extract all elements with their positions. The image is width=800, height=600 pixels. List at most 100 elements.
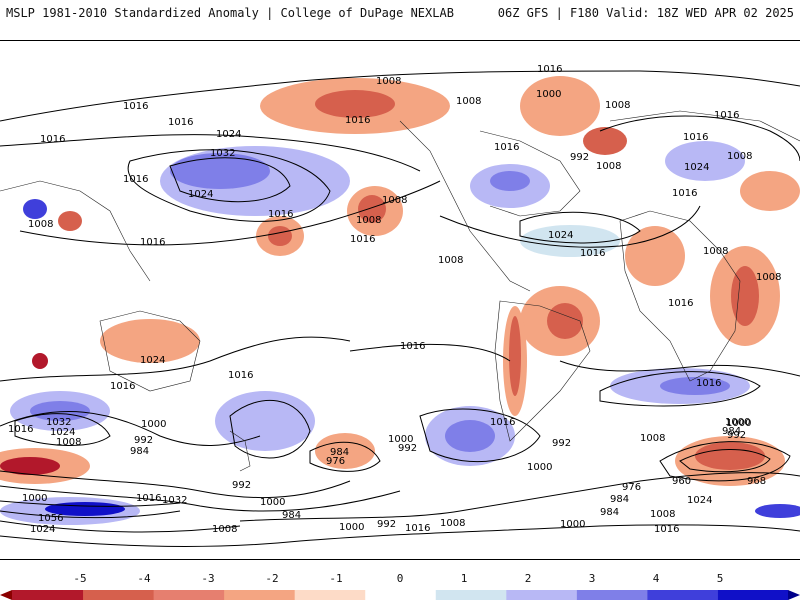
isobar-label: 1016 [228, 370, 253, 381]
isobar-label: 1032 [210, 148, 235, 159]
colorbar-tick-label: -4 [137, 572, 151, 585]
isobar-label: 1000 [726, 418, 751, 429]
colorbar-tick-labels: -5 -4 -3 -2 -1 0 1 2 3 4 5 [0, 572, 800, 588]
isobar-label: 976 [326, 456, 345, 467]
isobar-label: 1024 [188, 189, 213, 200]
colorbar-tick-label: 5 [716, 572, 724, 585]
colorbar [0, 590, 800, 600]
isobar-label: 1016 [490, 417, 515, 428]
isobar-label: 968 [747, 476, 766, 487]
isobar-label: 1000 [141, 419, 166, 430]
isobar-label: 1016 [140, 237, 165, 248]
isobar-labels: 1016 1008 1016 1016 1016 1024 1032 1024 … [8, 64, 781, 535]
isobar-label: 1016 [683, 132, 708, 143]
isobar-label: 1016 [494, 142, 519, 153]
coastlines [0, 110, 800, 472]
isobar-label: 1008 [356, 215, 381, 226]
isobar-label: 1008 [56, 437, 81, 448]
isobar-label: 1008 [212, 524, 237, 535]
title-left: MSLP 1981-2010 Standardized Anomaly | Co… [6, 6, 454, 20]
colorbar-tick-label: 4 [652, 572, 660, 585]
isobar-label: 984 [330, 447, 349, 458]
isobar-label: 976 [622, 482, 641, 493]
isobar-label: 1024 [216, 129, 241, 140]
isobar-label: 1000 [560, 519, 585, 530]
colorbar-segment [717, 590, 789, 600]
anomaly-shading [0, 76, 800, 525]
isobar-contours [0, 70, 800, 547]
isobar-label: 960 [672, 476, 691, 487]
isobar-label: 1024 [50, 427, 75, 438]
isobar-label: 1016 [168, 117, 193, 128]
isobar-label: 1016 [345, 115, 370, 126]
isobar-label: 1016 [405, 523, 430, 534]
isobar-label: 984 [610, 494, 629, 505]
isobar-label: 1016 [537, 64, 562, 75]
isobar-label: 1008 [703, 246, 728, 257]
isobar-label: 1008 [440, 518, 465, 529]
isobar-label: 1024 [548, 230, 573, 241]
isobar-label: 1008 [596, 161, 621, 172]
isobar-label: 984 [282, 510, 301, 521]
isobar-label: 992 [570, 152, 589, 163]
isobar-label: 1008 [382, 195, 407, 206]
isobar-label: 992 [377, 519, 396, 530]
isobar-label: 1016 [40, 134, 65, 145]
isobar-label: 992 [232, 480, 251, 491]
isobar-label: 1016 [696, 378, 721, 389]
isobar-label: 1008 [650, 509, 675, 520]
isobar-label: 984 [722, 426, 741, 437]
isobar-label: 1024 [687, 495, 712, 506]
isobar-label: 1056 [38, 513, 63, 524]
isobar-label: 1008 [28, 219, 53, 230]
colorbar-left-arrow [0, 590, 12, 600]
isobar-label: 984 [600, 507, 619, 518]
colorbar-tick-label: -3 [201, 572, 215, 585]
isobar-label: 1016 [136, 493, 161, 504]
colorbar-segment [364, 590, 436, 600]
colorbar-tick-label: 0 [396, 572, 404, 585]
isobar-label: 1008 [376, 76, 401, 87]
isobar-label: 984 [130, 446, 149, 457]
isobar-label: 1016 [110, 381, 135, 392]
isobar-label: 1000 [388, 434, 413, 445]
isobar-label: 992 [398, 443, 417, 454]
isobar-label: 1016 [400, 341, 425, 352]
isobar-label: 1016 [123, 101, 148, 112]
colorbar-segment [435, 590, 507, 600]
isobar-label: 992 [134, 435, 153, 446]
isobar-label: 992 [552, 438, 571, 449]
isobar-label: 1000 [536, 89, 561, 100]
colorbar-segment [294, 590, 366, 600]
colorbar-tick-label: -5 [73, 572, 87, 585]
colorbar-tick-label: 3 [588, 572, 596, 585]
isobar-label: 1008 [756, 272, 781, 283]
isobar-label: 992 [727, 430, 746, 441]
isobar-label: 1016 [350, 234, 375, 245]
isobar-label: 1016 [123, 174, 148, 185]
colorbar-segment [646, 590, 718, 600]
isobar-label: 1000 [260, 497, 285, 508]
isobar-label: 1016 [8, 424, 33, 435]
isobar-label: 1000 [725, 417, 750, 428]
colorbar-segment [12, 590, 84, 600]
isobar-label: 1008 [605, 100, 630, 111]
isobar-label: 1024 [684, 162, 709, 173]
colorbar-tick-label: -1 [329, 572, 343, 585]
isobar-label: 1024 [140, 355, 165, 366]
colorbar-segment [82, 590, 154, 600]
colorbar-tick-label: 1 [460, 572, 468, 585]
anomaly-map: 1016 1008 1016 1016 1016 1024 1032 1024 … [0, 40, 800, 560]
isobar-label: 1008 [456, 96, 481, 107]
title-right: 06Z GFS | F180 Valid: 18Z WED APR 02 202… [497, 6, 794, 20]
isobar-label: 1000 [22, 493, 47, 504]
isobar-label: 1008 [727, 151, 752, 162]
colorbar-segment [576, 590, 648, 600]
colorbar-right-arrow [788, 590, 800, 600]
colorbar-tick-label: -2 [265, 572, 279, 585]
isobar-label: 1016 [268, 209, 293, 220]
colorbar-segment [505, 590, 577, 600]
isobar-label: 1016 [654, 524, 679, 535]
isobar-label: 1032 [162, 495, 187, 506]
colorbar-tick-label: 2 [524, 572, 532, 585]
